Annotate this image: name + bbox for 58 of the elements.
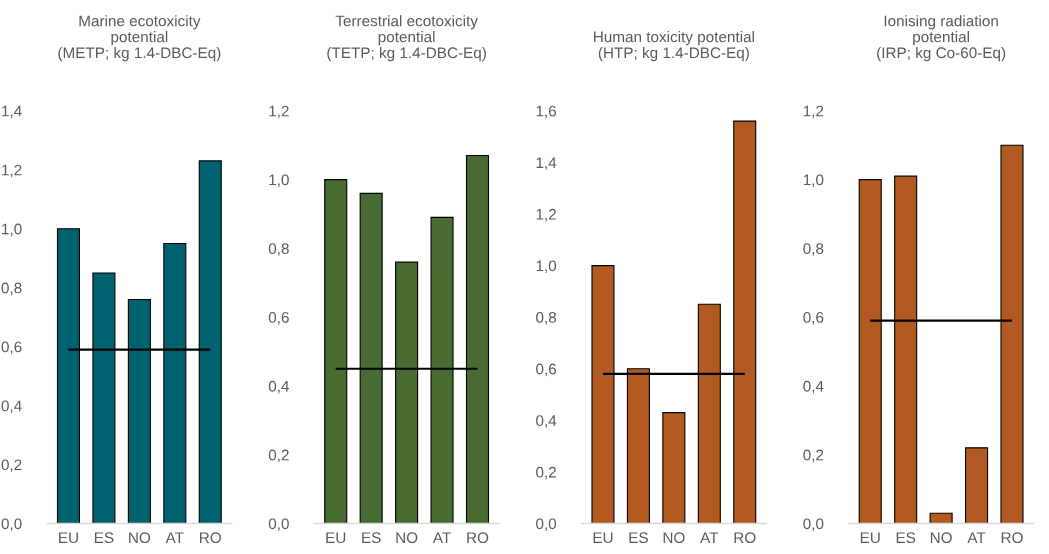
- x-tick-label: AT: [165, 532, 184, 543]
- y-tick-label: 0,2: [536, 466, 556, 480]
- x-tick-label: ES: [896, 532, 916, 544]
- y-tick-label: 1,6: [536, 105, 557, 119]
- y-tick-label: 1,2: [269, 105, 289, 119]
- x-tick-label: NO: [930, 532, 952, 544]
- x-tick-label: EU: [59, 532, 78, 544]
- y-tick-label: 1,0: [269, 174, 289, 188]
- x-tick-label: RO: [1001, 532, 1023, 544]
- x-tick-label: NO: [396, 532, 418, 544]
- bar: [965, 447, 989, 524]
- y-tick-label: 0,0: [536, 518, 557, 532]
- y-tick-label: 0,0: [803, 518, 824, 532]
- bar: [929, 512, 953, 524]
- x-tick-label: EU: [326, 532, 346, 544]
- x-tick-label: EU: [593, 532, 613, 544]
- y-tick-label: 0,8: [1, 282, 22, 296]
- x-tick-label: EU: [860, 532, 880, 544]
- y-tick-label: 0,4: [536, 415, 557, 428]
- bar: [662, 412, 686, 524]
- chart-title: Marine ecotoxicity potential (METP; kg 1.4-DBC-Eq): [58, 15, 221, 62]
- x-tick-label: RO: [200, 532, 221, 544]
- x-tick-label: ES: [362, 532, 381, 544]
- y-tick-label: 0,4: [803, 380, 824, 394]
- y-tick-label: 0,8: [803, 243, 824, 256]
- y-tick-label: 1,2: [803, 105, 824, 119]
- x-tick-label: RO: [734, 532, 756, 544]
- y-tick-label: 1,2: [536, 208, 556, 222]
- y-tick-label: 0,6: [803, 312, 824, 325]
- y-tick-label: 0,6: [268, 312, 289, 325]
- y-tick-label: 0,0: [1, 518, 22, 532]
- y-tick-label: 0,2: [803, 449, 824, 463]
- x-tick-label: RO: [467, 532, 489, 544]
- y-tick-label: 0,2: [268, 449, 289, 463]
- x-tick-label: AT: [700, 532, 719, 543]
- y-tick-label: 1,4: [536, 157, 557, 170]
- x-tick-label: ES: [94, 532, 114, 544]
- y-tick-label: 0,4: [268, 380, 290, 394]
- chart-title: Ionising radiation potential (IRP; kg Co-60-Eq): [877, 15, 1006, 62]
- y-tick-label: 1,4: [2, 105, 22, 119]
- chart-title: Terrestrial ecotoxicity potential (TETP; kg 1.4-DBC-Eq): [327, 15, 486, 62]
- y-tick-label: 0,6: [536, 363, 557, 377]
- x-tick-label: NO: [129, 532, 151, 544]
- x-tick-label: AT: [432, 532, 451, 543]
- x-tick-label: AT: [967, 532, 986, 543]
- y-tick-label: 0,0: [268, 518, 289, 532]
- y-tick-label: 0,4: [1, 400, 22, 414]
- y-tick-label: 0,8: [268, 243, 289, 256]
- y-tick-label: 1,0: [2, 223, 22, 237]
- y-tick-label: 1,0: [536, 260, 557, 274]
- x-tick-label: ES: [629, 532, 648, 544]
- x-tick-label: NO: [663, 532, 685, 544]
- y-tick-label: 1,0: [803, 174, 824, 188]
- y-tick-label: 0,6: [1, 341, 22, 355]
- y-tick-label: 0,8: [536, 312, 557, 325]
- y-tick-label: 1,2: [2, 164, 22, 178]
- y-tick-label: 0,2: [1, 459, 22, 473]
- chart-title: Human toxicity potential (HTP; kg 1.4-DBC-Eq): [594, 31, 754, 62]
